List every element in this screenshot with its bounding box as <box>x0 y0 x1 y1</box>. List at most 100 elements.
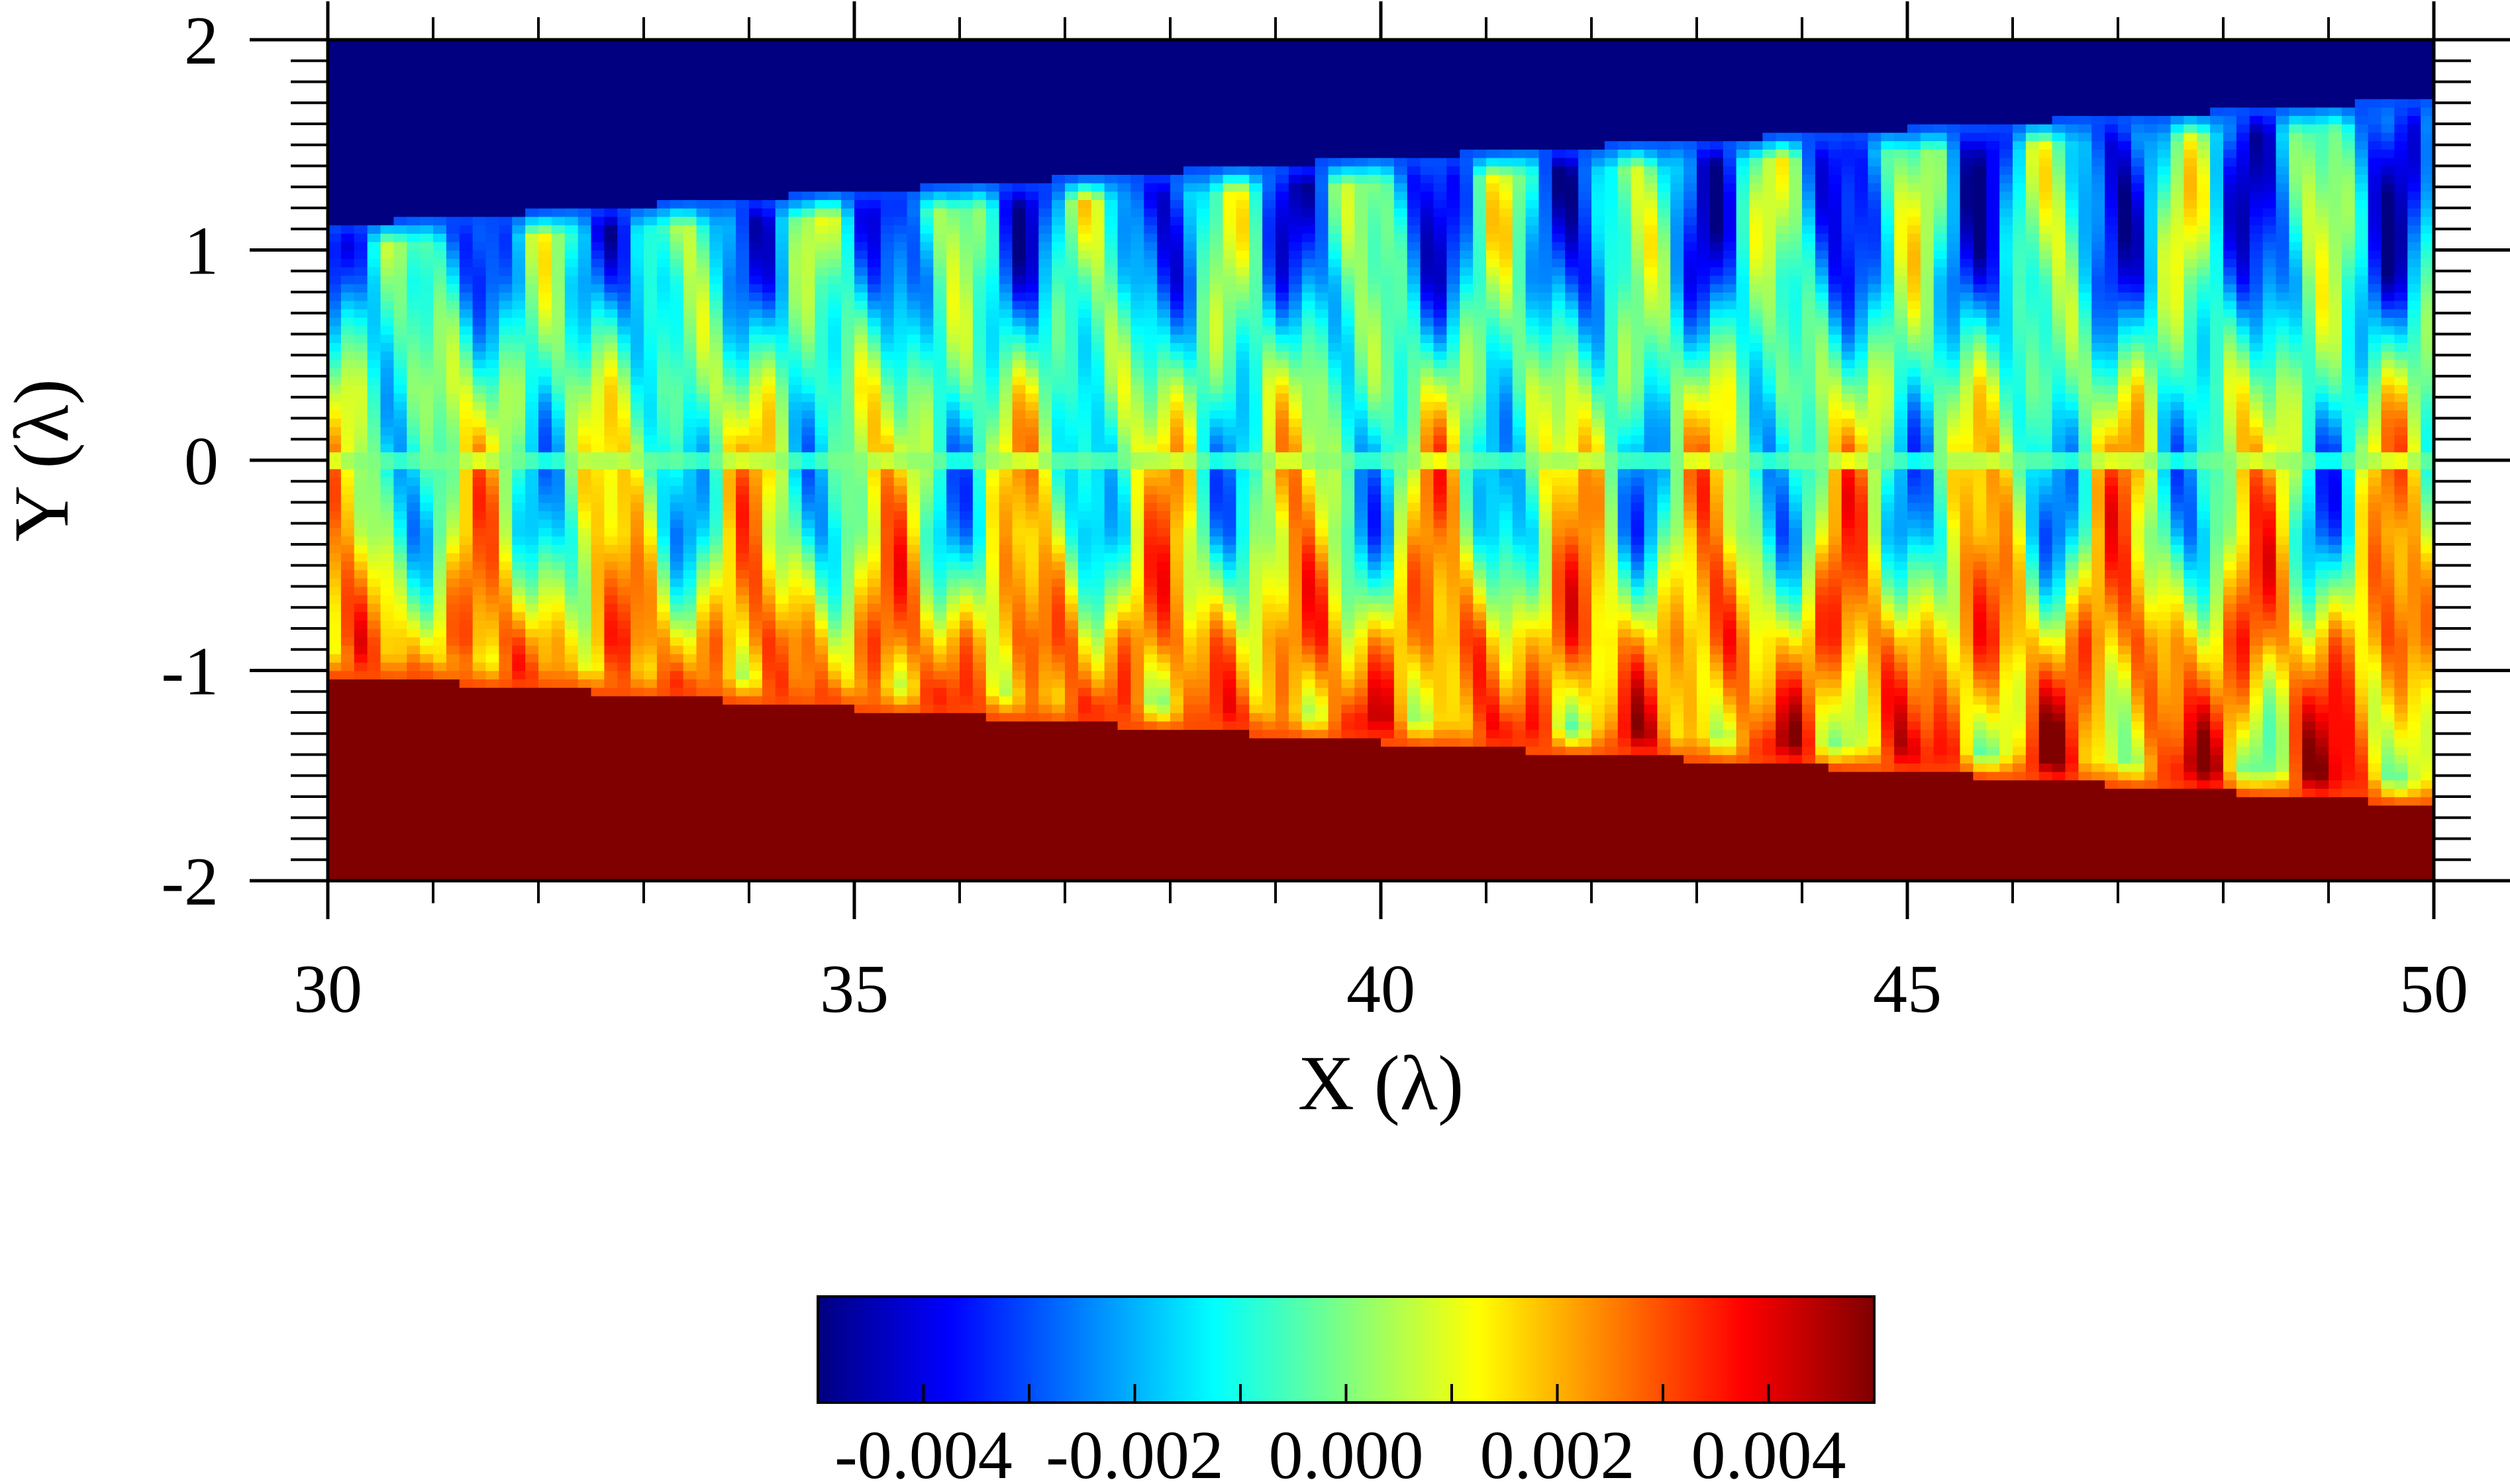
heatmap-cell <box>867 670 881 679</box>
heatmap-cell <box>380 645 395 654</box>
heatmap-cell <box>2223 830 2237 840</box>
heatmap-cell <box>564 636 579 646</box>
heatmap-cell <box>1920 628 1934 638</box>
heatmap-cell <box>815 788 829 797</box>
heatmap-cell <box>1288 847 1303 856</box>
heatmap-cell <box>972 720 987 730</box>
heatmap-cell <box>1328 687 1342 697</box>
heatmap-cell <box>485 847 500 856</box>
heatmap-cell <box>854 838 868 848</box>
heatmap-cell <box>1328 797 1342 806</box>
heatmap-cell <box>446 830 460 840</box>
heatmap-cell <box>2236 746 2250 756</box>
heatmap-cell <box>1038 729 1052 738</box>
heatmap-cell <box>2197 771 2211 781</box>
heatmap-cell <box>1223 797 1237 806</box>
heatmap-cell <box>1973 864 1987 873</box>
heatmap-cell <box>1525 620 1540 629</box>
heatmap-cell <box>1012 620 1027 629</box>
heatmap-cell <box>1802 645 1816 654</box>
heatmap-cell <box>2329 763 2342 772</box>
heatmap-cell <box>1288 771 1303 781</box>
heatmap-cell <box>1881 771 1895 781</box>
heatmap-cell <box>2249 729 2264 738</box>
heatmap-cell <box>2118 645 2132 654</box>
heatmap-cell <box>1473 847 1487 856</box>
heatmap-cell <box>893 636 908 646</box>
heatmap-cell <box>2249 805 2264 815</box>
heatmap-cell <box>2249 654 2264 663</box>
heatmap-cell <box>630 713 644 722</box>
heatmap-cell <box>1196 704 1211 713</box>
heatmap-cell <box>2091 822 2105 831</box>
heatmap-cell <box>1986 662 2000 671</box>
heatmap-cell <box>1052 687 1066 697</box>
heatmap-cell <box>2302 805 2316 815</box>
heatmap-cell <box>2131 636 2145 646</box>
heatmap-cell <box>1525 847 1540 856</box>
heatmap-cell <box>2210 754 2224 764</box>
heatmap-cell <box>1104 838 1119 848</box>
heatmap-cell <box>1315 822 1329 831</box>
heatmap-cell <box>551 654 566 663</box>
heatmap-cell <box>1052 695 1066 705</box>
heatmap-cell <box>2421 679 2434 688</box>
heatmap-cell <box>630 628 644 638</box>
heatmap-cell <box>1762 763 1777 772</box>
heatmap-cell <box>1749 746 1764 756</box>
heatmap-cell <box>2210 805 2224 815</box>
heatmap-cell <box>630 695 644 705</box>
heatmap-cell <box>407 620 421 629</box>
heatmap-cell <box>1709 704 1724 713</box>
heatmap-cell <box>1736 628 1750 638</box>
heatmap-cell <box>2131 797 2145 806</box>
heatmap-cell <box>2276 838 2290 848</box>
heatmap-cell <box>2354 813 2369 822</box>
heatmap-cell <box>933 864 947 873</box>
heatmap-cell <box>1933 872 1948 881</box>
heatmap-cell <box>960 662 974 671</box>
heatmap-cell <box>2341 738 2356 747</box>
heatmap-cell <box>985 679 1000 688</box>
heatmap-cell <box>446 771 460 781</box>
heatmap-cell <box>907 805 921 815</box>
heatmap-cell <box>788 611 803 621</box>
heatmap-cell <box>1697 645 1711 654</box>
heatmap-cell <box>841 754 855 764</box>
heatmap-cell <box>880 855 895 865</box>
heatmap-cell <box>1578 872 1592 881</box>
heatmap-cell <box>2065 746 2080 756</box>
heatmap-cell <box>2236 713 2250 722</box>
heatmap-cell <box>1183 654 1197 663</box>
heatmap-cell <box>472 813 487 822</box>
heatmap-cell <box>683 763 697 772</box>
heatmap-cell <box>1644 679 1658 688</box>
heatmap-cell <box>1946 754 1961 764</box>
heatmap-cell <box>1276 679 1289 688</box>
heatmap-cell <box>459 628 474 638</box>
heatmap-cell <box>736 720 750 730</box>
heatmap-cell <box>985 636 1000 646</box>
heatmap-cell <box>1697 771 1711 781</box>
heatmap-cell <box>604 855 619 865</box>
heatmap-cell <box>1591 855 1605 865</box>
heatmap-cell <box>2013 872 2027 881</box>
heatmap-cell <box>2381 779 2395 789</box>
heatmap-cell <box>1407 628 1421 638</box>
heatmap-cell <box>1815 746 1829 756</box>
heatmap-cell <box>1393 670 1408 679</box>
heatmap-cell <box>2329 620 2342 629</box>
heatmap-cell <box>1644 788 1658 797</box>
heatmap-cell <box>538 720 552 730</box>
heatmap-cell <box>644 805 658 815</box>
heatmap-cell <box>1301 679 1316 688</box>
heatmap-cell <box>2065 788 2080 797</box>
heatmap-cell <box>2262 872 2277 881</box>
heatmap-cell <box>656 704 671 713</box>
heatmap-cell <box>1249 797 1263 806</box>
heatmap-cell <box>2197 779 2211 789</box>
heatmap-cell <box>1683 628 1697 638</box>
heatmap-cell <box>2368 679 2382 688</box>
heatmap-cell <box>1065 813 1079 822</box>
heatmap-cell <box>683 670 697 679</box>
